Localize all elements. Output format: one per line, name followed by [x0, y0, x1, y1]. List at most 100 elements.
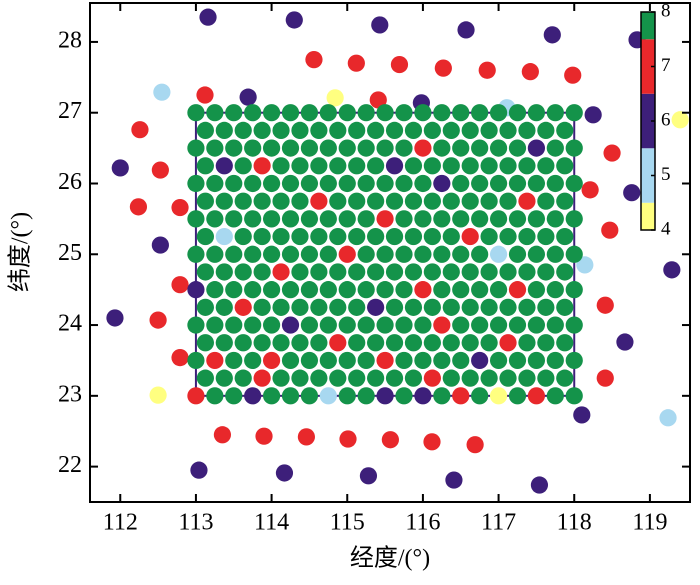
point [272, 192, 290, 210]
point [348, 121, 366, 140]
point [565, 174, 583, 193]
point [171, 276, 189, 294]
colorbar-segment [641, 148, 655, 203]
point [376, 245, 394, 263]
point [357, 174, 375, 193]
point [129, 198, 148, 216]
point [395, 139, 413, 157]
point [262, 174, 281, 193]
point [385, 227, 404, 246]
point [404, 227, 423, 246]
point [187, 351, 205, 370]
point [310, 227, 328, 246]
axes-frame [89, 2, 691, 503]
point [367, 369, 385, 387]
point [376, 387, 394, 405]
point [556, 192, 574, 210]
point [348, 263, 366, 281]
point [433, 387, 451, 405]
point [367, 263, 385, 281]
point [537, 334, 555, 352]
point [244, 174, 262, 193]
point [565, 316, 583, 334]
point [300, 351, 319, 370]
point [404, 157, 423, 175]
point [206, 351, 224, 370]
point [272, 369, 290, 387]
point [215, 334, 233, 352]
point [206, 245, 224, 263]
point [225, 104, 243, 122]
point [253, 227, 271, 246]
point [499, 298, 517, 316]
point [489, 351, 508, 370]
point [310, 298, 328, 316]
point [461, 192, 479, 210]
point [348, 192, 366, 210]
point [215, 121, 233, 140]
point [471, 316, 489, 334]
point [508, 174, 527, 193]
point [281, 210, 300, 228]
y-axis-label: 纬度/(°) [7, 212, 34, 292]
point [471, 245, 489, 263]
point [461, 369, 479, 387]
point [489, 387, 508, 405]
point [215, 298, 233, 316]
point [404, 369, 423, 387]
point [281, 104, 300, 122]
point [601, 221, 619, 239]
point [414, 210, 432, 228]
point [489, 316, 508, 334]
point [433, 104, 451, 122]
point [272, 263, 290, 281]
point [272, 298, 290, 316]
point [546, 104, 564, 122]
point [234, 227, 252, 246]
point [423, 433, 441, 451]
point [367, 298, 385, 316]
point [262, 316, 281, 334]
point [395, 104, 413, 122]
point [206, 387, 224, 405]
point [171, 198, 189, 217]
point [357, 351, 375, 370]
point [434, 59, 452, 77]
point [225, 387, 243, 405]
point [338, 245, 356, 263]
y-tick-label: 26 [58, 169, 82, 195]
point [480, 369, 498, 387]
point [395, 174, 413, 193]
point [461, 227, 479, 246]
point [489, 210, 508, 228]
point [480, 192, 498, 210]
point [546, 281, 564, 299]
point [225, 351, 243, 370]
point [253, 298, 271, 316]
point [187, 245, 205, 263]
point [310, 369, 328, 387]
point [499, 334, 517, 352]
point [433, 316, 451, 334]
point [234, 263, 252, 281]
point [423, 227, 441, 246]
point [291, 298, 309, 316]
point [452, 139, 470, 157]
point [442, 369, 460, 387]
point [357, 281, 375, 299]
point [319, 245, 337, 263]
point [338, 316, 356, 334]
point [530, 476, 549, 494]
point [291, 369, 309, 387]
point [508, 316, 527, 334]
point [187, 281, 205, 299]
point [414, 139, 432, 157]
point [537, 298, 555, 316]
point [527, 245, 546, 263]
point [253, 369, 271, 387]
point [616, 333, 634, 351]
point [215, 369, 233, 387]
point [376, 210, 394, 228]
point [489, 174, 508, 193]
point [414, 245, 432, 263]
